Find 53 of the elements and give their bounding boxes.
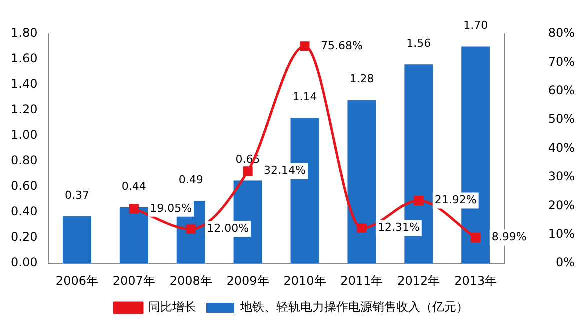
point	[186, 224, 196, 234]
y2-tick-label: 30%	[548, 170, 575, 184]
x-tick-label: 2009年	[226, 274, 270, 288]
x-tick-label: 2006年	[56, 274, 98, 288]
point	[414, 196, 424, 206]
y2-tick-label: 80%	[548, 26, 575, 40]
y-tick-label: 0.20	[11, 230, 38, 244]
y-tick-label: 1.60	[11, 52, 38, 66]
x-tick-label: 2011年	[340, 274, 384, 288]
x-tick-label: 2008年	[170, 274, 212, 288]
data-label: 1.70	[464, 19, 488, 32]
data-label: 0.37	[64, 188, 90, 202]
x-tick-label: 2013年	[454, 274, 498, 288]
y-tick-label: 1.40	[11, 77, 38, 92]
data-label: 19.05%	[150, 202, 192, 215]
y2-tick-label: 0%	[556, 256, 575, 270]
data-label: 1.56	[406, 36, 432, 50]
data-label: 0.44	[122, 180, 146, 193]
y-tick-label: 1.00	[11, 128, 38, 142]
data-label: 12.00%	[207, 222, 250, 236]
point	[300, 42, 310, 52]
data-label: 0.49	[178, 173, 204, 186]
data-label: 1.14	[292, 90, 318, 104]
y2-tick-label: 50%	[548, 112, 575, 126]
y2-tick-label: 60%	[548, 84, 575, 98]
data-label: 1.28	[350, 72, 374, 86]
y2-tick-label: 40%	[548, 140, 575, 155]
bar	[348, 100, 376, 264]
bar	[120, 207, 148, 264]
y-tick-label: 0.60	[11, 179, 38, 194]
point	[129, 204, 139, 214]
data-label: 21.92%	[434, 194, 477, 207]
y2-tick-label: 70%	[548, 54, 575, 69]
point	[357, 223, 367, 234]
x-tick-label: 2007年	[112, 274, 156, 288]
data-label: 75.68%	[321, 39, 363, 52]
data-label: 8.99%	[492, 230, 527, 244]
y-tick-label: 0.80	[11, 154, 38, 168]
legend-label: 地铁、轻轨电力操作电源销售收入（亿元）	[240, 300, 468, 314]
x-tick-label: 2010年	[284, 274, 326, 288]
x-tick-label: 2012年	[398, 274, 440, 288]
y-tick-label: 1.80	[11, 26, 38, 40]
point	[471, 233, 481, 243]
y-tick-label: 0.40	[11, 204, 38, 219]
y2-tick-label: 10%	[548, 227, 575, 242]
y-tick-label: 0.00	[11, 256, 38, 270]
legend-label: 同比增长	[148, 300, 196, 314]
bar	[62, 216, 92, 264]
y-tick-label: 1.20	[11, 102, 38, 117]
point	[243, 166, 253, 176]
data-label: 12.31%	[378, 221, 420, 234]
data-label: 32.14%	[264, 164, 306, 178]
y2-tick-label: 20%	[548, 198, 575, 212]
